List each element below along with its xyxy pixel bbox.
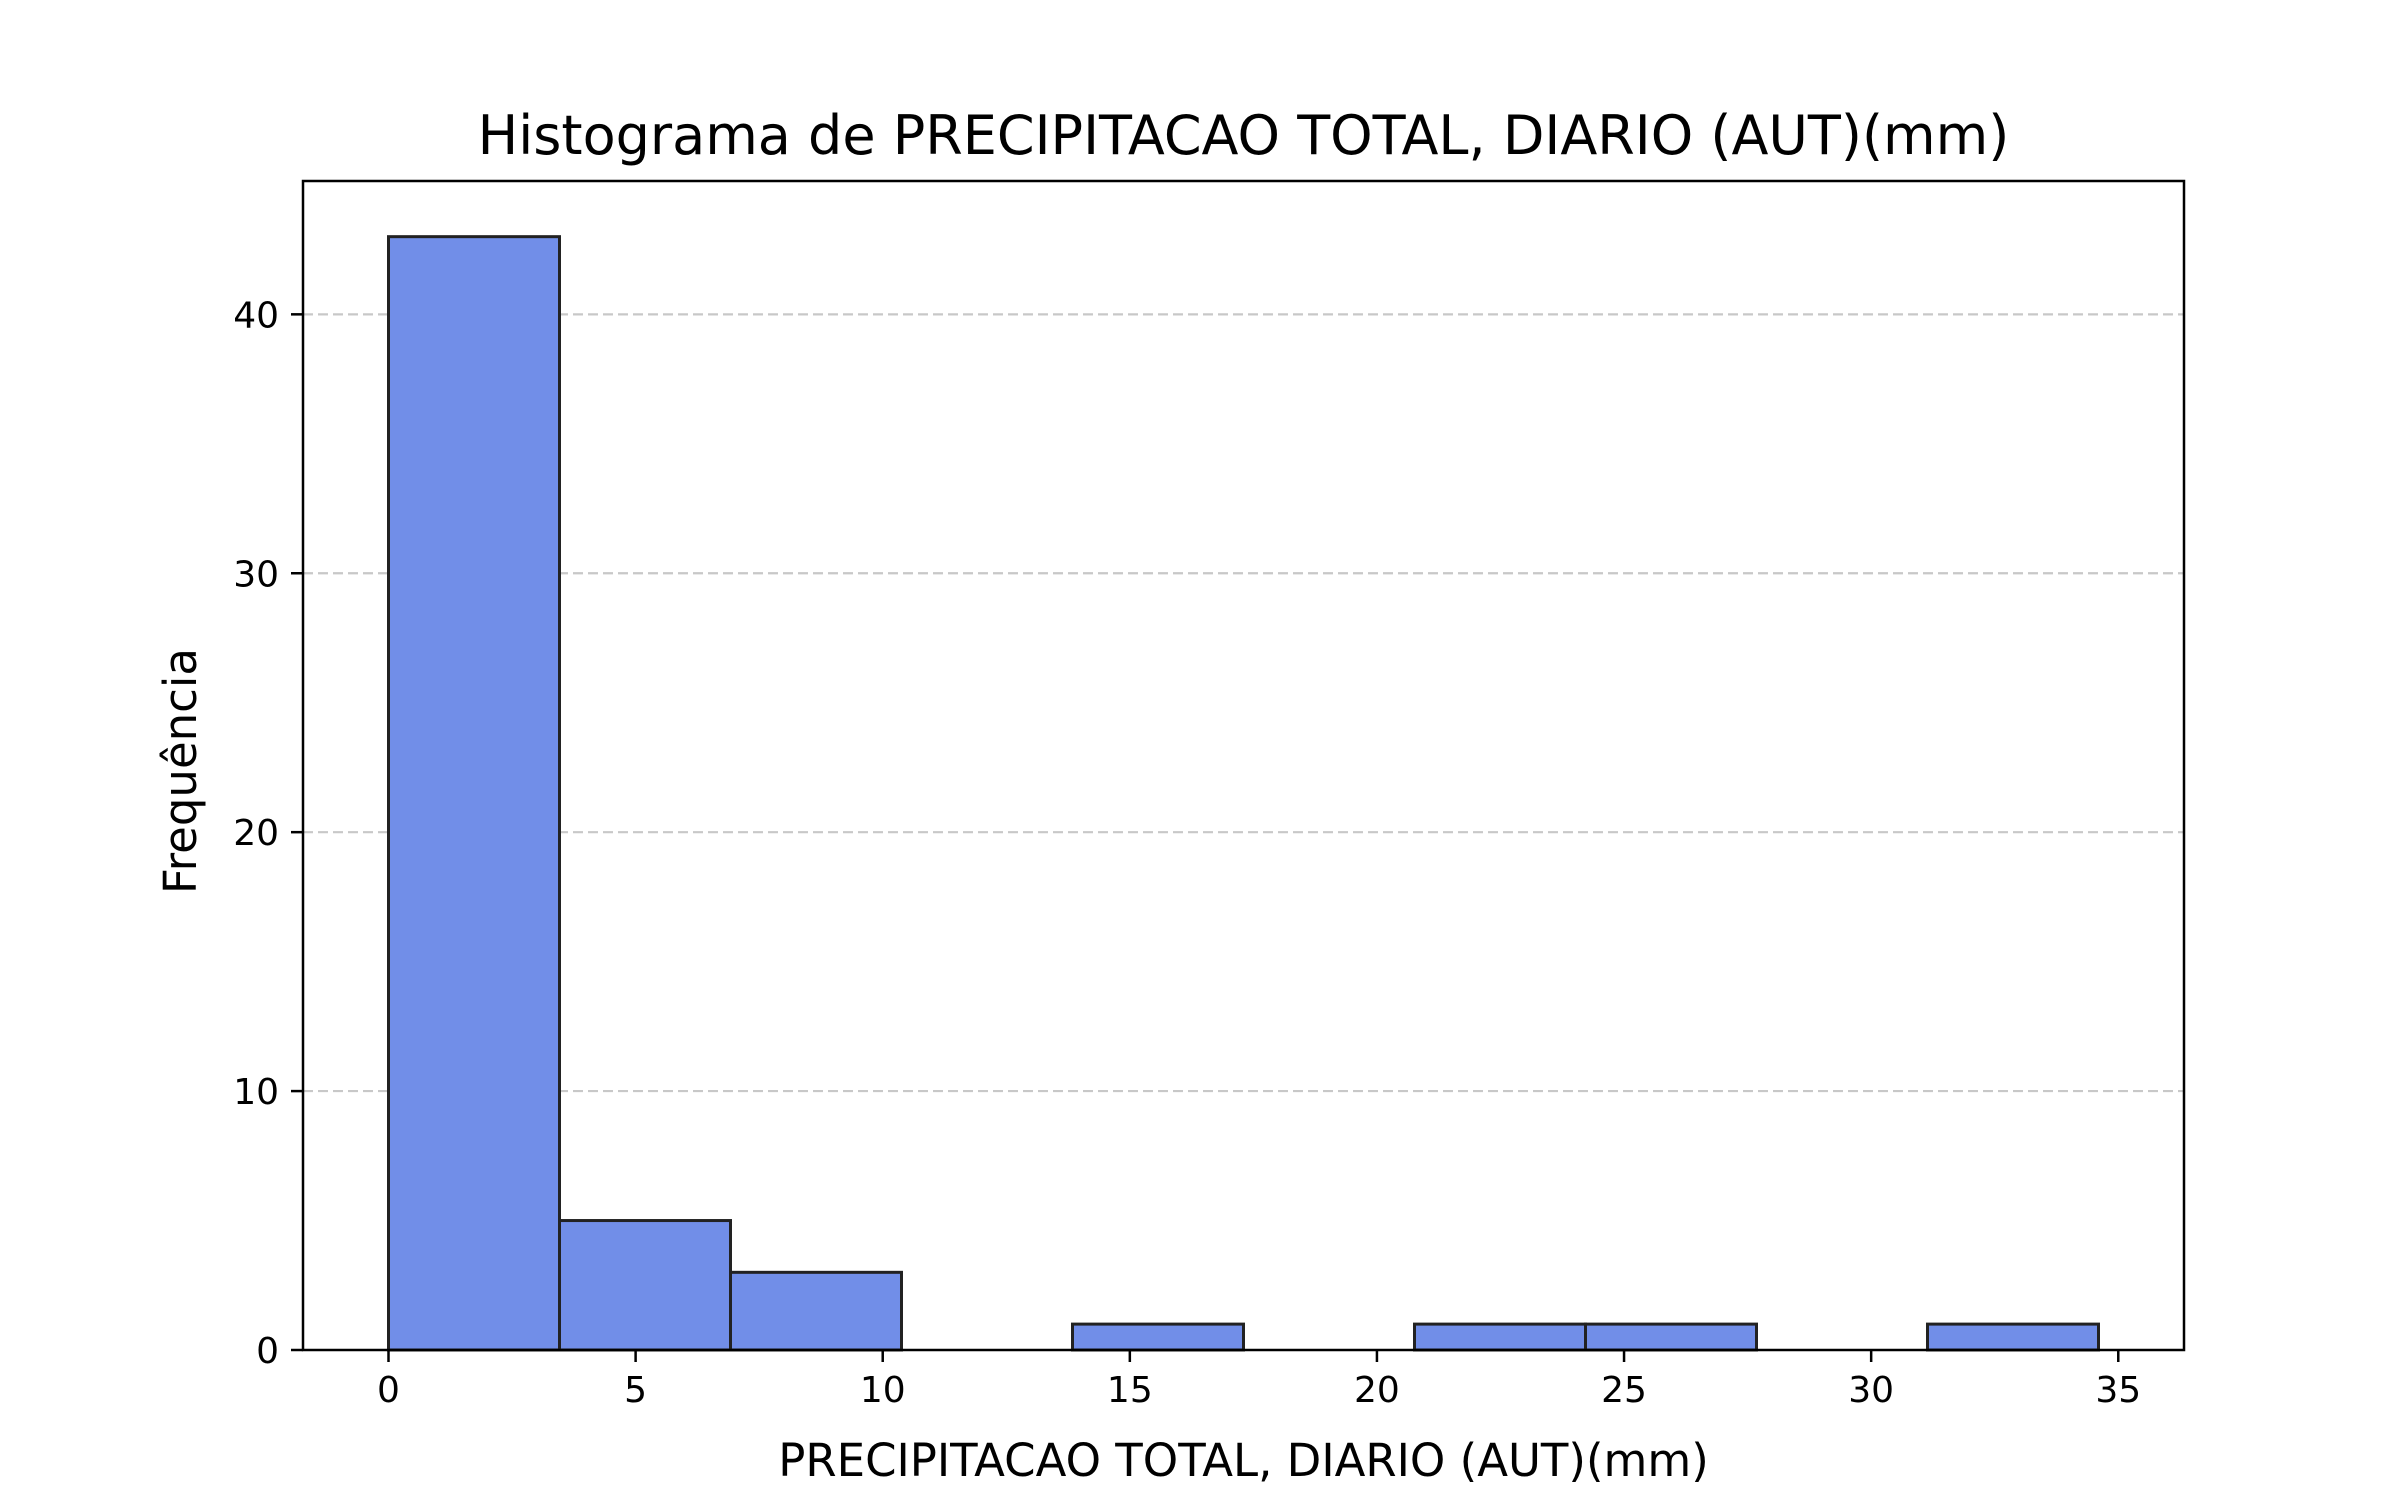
chart-title: Histograma de PRECIPITACAO TOTAL, DIARIO… (478, 104, 2010, 167)
bars-layer (387, 235, 2100, 1352)
plot-frame (301, 179, 2186, 1352)
histogram-bar-4 (1071, 1322, 1245, 1352)
y-tick-label-10: 10 (233, 1072, 279, 1113)
histogram-bar-7 (1584, 1322, 1758, 1352)
x-tick-label-15: 15 (1107, 1370, 1153, 1411)
y-tick-label-30: 30 (233, 554, 279, 595)
x-tick-label-10: 10 (860, 1370, 906, 1411)
histogram-bar-9 (1926, 1322, 2100, 1352)
x-tick-label-5: 5 (624, 1370, 647, 1411)
x-tick-label-0: 0 (377, 1370, 400, 1411)
grid-layer (303, 313, 2184, 1093)
y-ticks: 0 10 20 30 40 (233, 295, 303, 1372)
x-tick-label-20: 20 (1354, 1370, 1400, 1411)
x-axis-title: PRECIPITACAO TOTAL, DIARIO (AUT)(mm) (778, 1434, 1709, 1487)
y-axis-title: Frequência (154, 648, 207, 894)
y-tick-label-40: 40 (233, 295, 279, 336)
histogram-bar-6 (1413, 1322, 1587, 1352)
histogram-bar-1 (558, 1219, 732, 1352)
y-tick-label-20: 20 (233, 813, 279, 854)
x-tick-label-35: 35 (2095, 1370, 2141, 1411)
x-tick-label-25: 25 (1601, 1370, 1647, 1411)
y-tick-label-0: 0 (256, 1331, 279, 1372)
x-ticks: 0 5 10 15 20 25 30 35 (377, 1350, 2141, 1411)
histogram-bar-0 (387, 235, 561, 1352)
x-tick-label-30: 30 (1848, 1370, 1894, 1411)
histogram-bar-2 (729, 1270, 903, 1352)
